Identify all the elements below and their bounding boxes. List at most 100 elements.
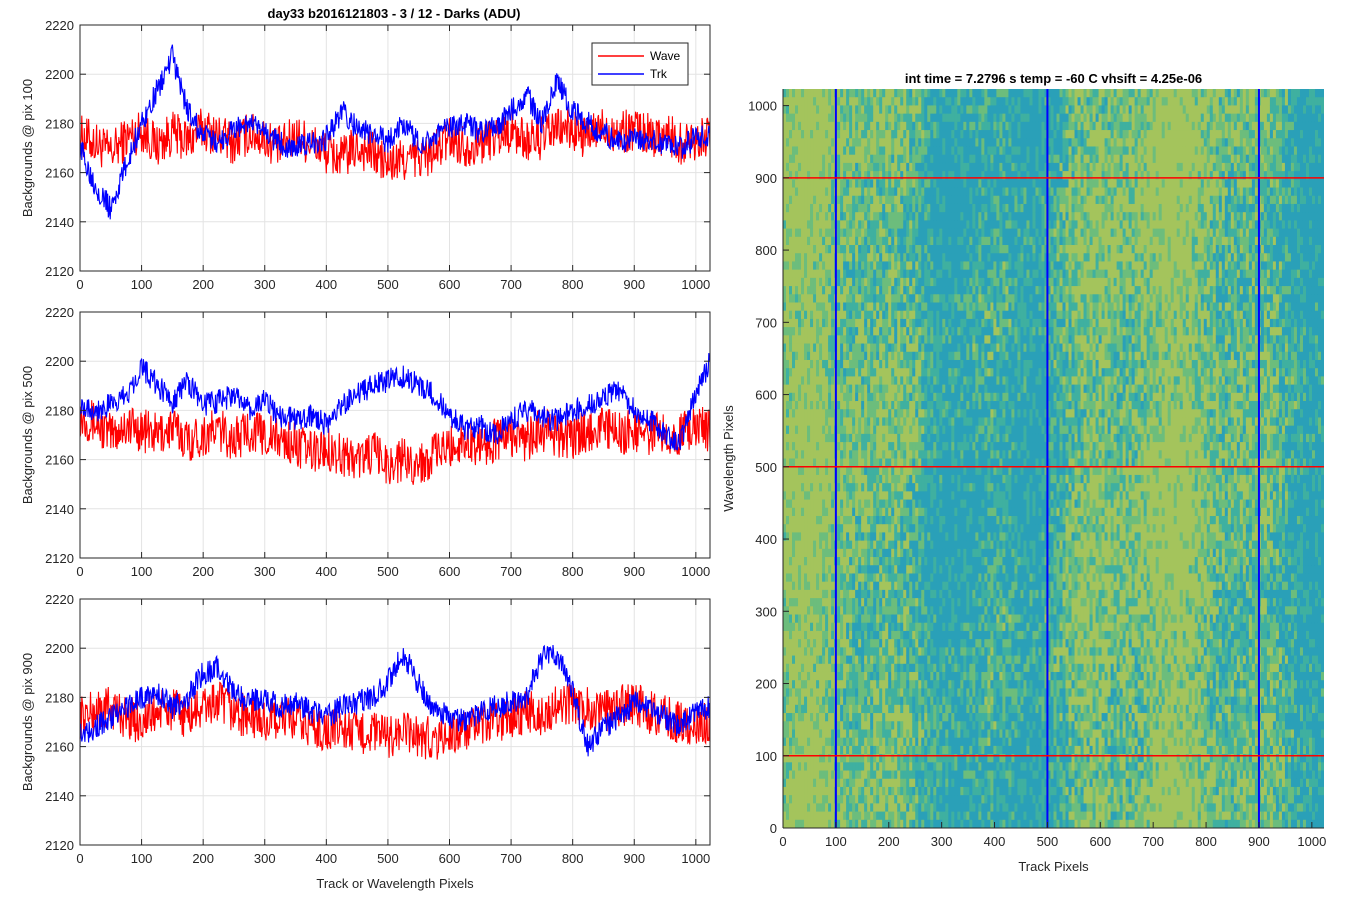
heatmap-cell [870, 203, 874, 213]
heatmap-cell [918, 401, 922, 410]
heatmap-cell [924, 565, 928, 574]
heatmap-cell [915, 515, 919, 525]
heatmap-cell [849, 573, 853, 583]
heatmap-cell [819, 606, 823, 615]
heatmap-cell [831, 622, 835, 632]
heatmap-cell [840, 433, 844, 443]
heatmap-cell [861, 409, 865, 418]
heatmap-cell [888, 803, 892, 812]
heatmap-cell [858, 655, 862, 665]
heatmap-cell [933, 105, 937, 115]
heatmap-cell [792, 589, 796, 599]
heatmap-cell [897, 359, 901, 369]
heatmap-cell [918, 515, 922, 525]
heatmap-cell [894, 113, 898, 123]
heatmap-cell [825, 524, 829, 533]
heatmap-cell [825, 819, 829, 828]
heatmap-cell [789, 507, 793, 517]
heatmap-cell [891, 491, 895, 500]
heatmap-cell [813, 819, 817, 828]
heatmap-cell [798, 630, 802, 640]
heatmap-cell [849, 376, 853, 385]
heatmap-cell [837, 236, 841, 246]
heatmap-cell [843, 458, 847, 468]
heatmap-cell [843, 622, 847, 632]
heatmap-cell [828, 89, 832, 98]
heatmap-cell [894, 630, 898, 640]
heatmap-cell [816, 310, 820, 320]
heatmap-cell [912, 146, 916, 156]
heatmap-cell [906, 302, 910, 312]
heatmap-cell [822, 368, 826, 377]
heatmap-cell [903, 614, 907, 624]
heatmap-cell [816, 630, 820, 640]
heatmap-cell [882, 376, 886, 385]
heatmap-cell [810, 598, 814, 607]
heatmap-cell [783, 179, 787, 188]
heatmap-cell [807, 162, 811, 172]
heatmap-cell [825, 737, 829, 747]
y-tick-label: 2180 [45, 403, 74, 418]
heatmap-cell [894, 515, 898, 525]
heatmap-cell [867, 401, 871, 410]
heatmap-cell [873, 573, 877, 583]
heatmap-cell [900, 433, 904, 443]
heatmap-cell [837, 540, 841, 550]
heatmap-cell [783, 606, 787, 615]
heatmap-cell [837, 228, 841, 238]
heatmap-cell [873, 113, 877, 123]
heatmap-cell [822, 671, 826, 681]
heatmap-cell [804, 89, 808, 98]
heatmap-cell [804, 515, 808, 525]
heatmap-cell [879, 507, 883, 517]
heatmap-cell [921, 778, 925, 788]
heatmap-cell [816, 368, 820, 377]
heatmap-cell [822, 401, 826, 410]
heatmap-cell [918, 680, 922, 689]
heatmap-cell [831, 770, 835, 780]
heatmap-cell [828, 581, 832, 591]
heatmap-cell [828, 384, 832, 394]
heatmap-cell [852, 450, 856, 459]
heatmap-cell [786, 384, 790, 394]
heatmap-cell [933, 245, 937, 254]
heatmap-cell [813, 130, 817, 139]
heatmap-cell [900, 269, 904, 279]
heatmap-cell [822, 162, 826, 172]
heatmap-cell [888, 203, 892, 213]
heatmap-cell [801, 466, 805, 476]
heatmap-cell [816, 680, 820, 689]
heatmap-cell [789, 154, 793, 164]
heatmap-cell [885, 507, 889, 517]
heatmap-cell [852, 565, 856, 574]
heatmap-cell [909, 483, 913, 492]
heatmap-cell [918, 187, 922, 197]
heatmap-cell [885, 327, 889, 336]
heatmap-cell [837, 786, 841, 796]
y-axis-label: Backgrounds @ pix 900 [20, 653, 35, 791]
heatmap-cell [918, 557, 922, 566]
heatmap-cell [921, 795, 925, 804]
heatmap-cell [852, 417, 856, 427]
heatmap-cell [828, 795, 832, 804]
heatmap-cell [879, 409, 883, 418]
x-tick-label: 800 [562, 564, 584, 579]
heatmap-cell [903, 778, 907, 788]
heatmap-cell [936, 409, 940, 418]
heatmap-cell [792, 425, 796, 435]
heatmap-cell [888, 729, 892, 739]
heatmap-cell [870, 499, 874, 509]
heatmap-cell [852, 515, 856, 525]
heatmap-cell [936, 97, 940, 106]
heatmap-cell [807, 425, 811, 435]
heatmap-cell [939, 483, 943, 492]
heatmap-cell [858, 138, 862, 147]
heatmap-cell [879, 655, 883, 665]
heatmap-cell [861, 261, 865, 271]
heatmap-cell [849, 704, 853, 714]
heatmap-cell [888, 162, 892, 172]
heatmap-cell [900, 581, 904, 591]
heatmap-cell [882, 655, 886, 665]
heatmap-cell [909, 187, 913, 197]
heatmap-cell [906, 811, 910, 821]
